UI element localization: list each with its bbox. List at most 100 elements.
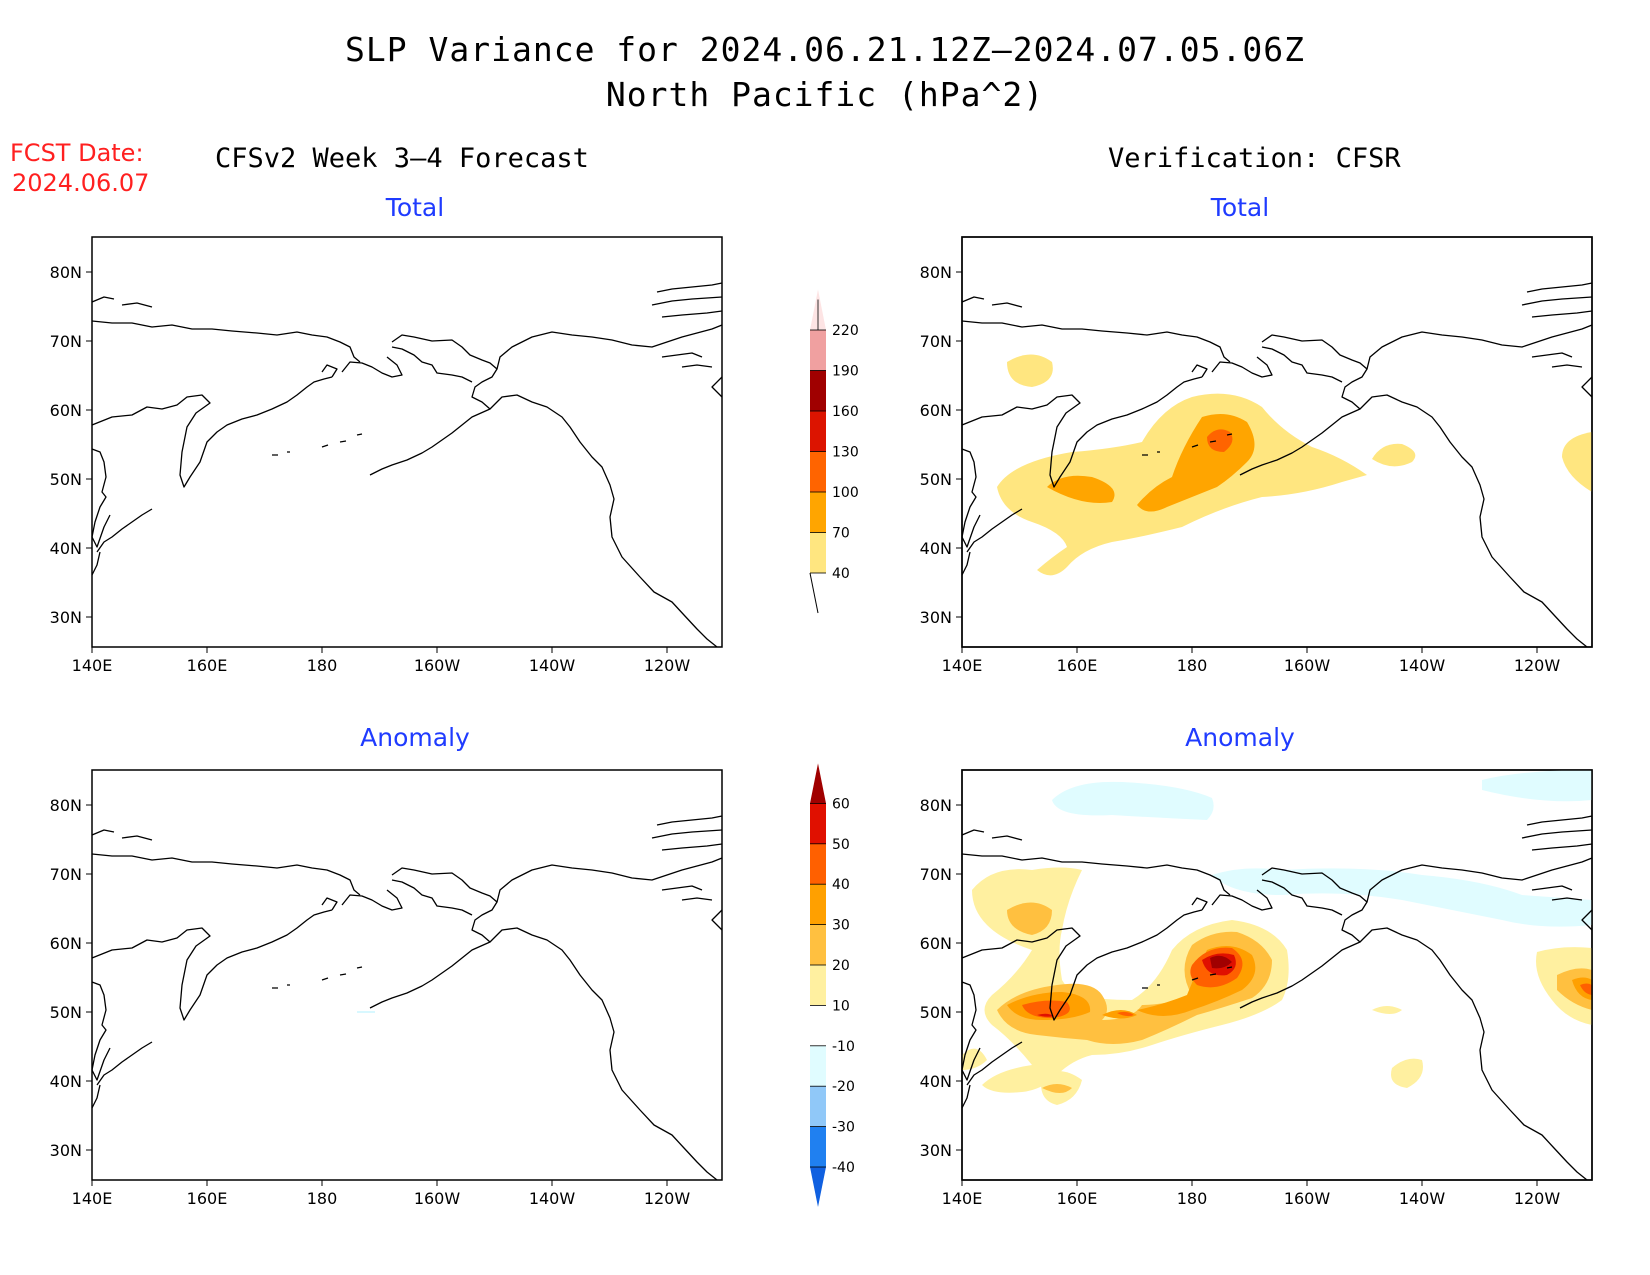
lat-tick-label: 70N xyxy=(50,865,82,884)
lon-tick-label: 140W xyxy=(1399,1189,1446,1208)
lon-tick-label: 160E xyxy=(187,656,228,675)
colorbar-segment xyxy=(810,1005,826,1046)
colorbar-segment xyxy=(810,924,826,965)
colorbar-segment xyxy=(810,1086,826,1127)
lon-tick-label: 160E xyxy=(187,1189,228,1208)
lon-tick-label: 140E xyxy=(942,1189,983,1208)
colorbar-segment xyxy=(810,884,826,925)
lat-tick-label: 80N xyxy=(50,796,82,815)
lat-tick-label: 60N xyxy=(920,934,952,953)
lat-tick-label: 50N xyxy=(50,1003,82,1022)
lon-tick-label: 140W xyxy=(1399,656,1446,675)
fcst-date-label: FCST Date: xyxy=(10,139,144,167)
lon-tick-label: 120W xyxy=(1514,1189,1561,1208)
colorbar-segment xyxy=(810,370,826,411)
map-panel-top-left xyxy=(91,236,723,648)
lat-tick-label: 40N xyxy=(920,1072,952,1091)
colorbar-label: 40 xyxy=(832,566,850,582)
colorbar-label: 20 xyxy=(832,958,850,974)
lat-tick-label: 40N xyxy=(920,539,952,558)
lon-tick-label: 140E xyxy=(72,1189,113,1208)
colorbar-label: 190 xyxy=(832,364,859,380)
colorbar-label: 70 xyxy=(832,526,850,542)
lat-tick-label: 40N xyxy=(50,539,82,558)
main-title-line2: North Pacific (hPa^2) xyxy=(605,75,1045,114)
colorbar-segment xyxy=(810,1167,826,1207)
panel-title-top-right: Total xyxy=(1210,193,1270,222)
lon-tick-label: 140W xyxy=(529,1189,576,1208)
lat-tick-label: 70N xyxy=(920,332,952,351)
panel-title-bottom-right: Anomaly xyxy=(1185,723,1295,752)
colorbar-label: -40 xyxy=(832,1160,855,1176)
panel-title-top-left: Total xyxy=(385,193,445,222)
colorbar-label: 40 xyxy=(832,877,850,893)
colorbar-segment xyxy=(810,1045,826,1087)
lon-tick-label: 140W xyxy=(529,656,576,675)
colorbar-anomaly: -40 -30 -20 -10 10 20 30 40 50 60 xyxy=(810,763,855,1207)
colorbar-label: -10 xyxy=(832,1039,855,1055)
colorbar-label: 220 xyxy=(832,323,859,339)
lat-tick-label: 80N xyxy=(920,796,952,815)
colorbar-segment xyxy=(810,532,826,573)
lat-tick-label: 30N xyxy=(920,1141,952,1160)
colorbar-total: 40 70 100 130 160 190 220 xyxy=(809,289,859,614)
lat-tick-label: 30N xyxy=(50,608,82,627)
colorbar-label: 60 xyxy=(832,796,850,812)
colorbar-label: 160 xyxy=(832,404,859,420)
lat-tick-label: 80N xyxy=(920,263,952,282)
lon-tick-label: 160W xyxy=(414,656,461,675)
lat-tick-label: 60N xyxy=(920,401,952,420)
lat-tick-label: 50N xyxy=(50,470,82,489)
map-panel-bottom-right xyxy=(961,769,1593,1181)
colorbar-label: -30 xyxy=(832,1120,855,1136)
lon-tick-label: 160E xyxy=(1057,656,1098,675)
right-column-title: Verification: CFSR xyxy=(1108,143,1401,174)
lat-tick-label: 70N xyxy=(920,865,952,884)
lon-tick-label: 160W xyxy=(1284,1189,1331,1208)
colorbar-segment xyxy=(810,843,826,885)
map-panel-bottom-left xyxy=(91,769,723,1181)
lon-tick-label: 180 xyxy=(1177,1189,1208,1208)
colorbar-label: -20 xyxy=(832,1079,855,1095)
colorbar-segment xyxy=(810,411,826,452)
lon-tick-label: 160W xyxy=(1284,656,1331,675)
colorbar-segment xyxy=(810,451,826,492)
lon-tick-label: 160E xyxy=(1057,1189,1098,1208)
lat-tick-label: 50N xyxy=(920,470,952,489)
lat-tick-label: 40N xyxy=(50,1072,82,1091)
map-panel-top-right xyxy=(961,236,1593,648)
lon-tick-label: 120W xyxy=(1514,656,1561,675)
colorbar-segment xyxy=(810,330,826,371)
colorbar-segment xyxy=(810,803,826,844)
lon-tick-label: 160W xyxy=(414,1189,461,1208)
lat-tick-label: 50N xyxy=(920,1003,952,1022)
lat-tick-label: 30N xyxy=(920,608,952,627)
colorbar-label: 50 xyxy=(832,837,850,853)
lon-tick-label: 180 xyxy=(1177,656,1208,675)
lon-tick-label: 180 xyxy=(307,656,338,675)
colorbar-segment xyxy=(810,965,826,1006)
colorbar-label: 130 xyxy=(832,445,859,461)
colorbar-segment xyxy=(810,763,826,804)
lat-tick-label: 60N xyxy=(50,934,82,953)
lat-tick-label: 70N xyxy=(50,332,82,351)
anomaly-shading xyxy=(962,770,1592,1105)
left-column-title: CFSv2 Week 3–4 Forecast xyxy=(215,143,589,174)
lon-tick-label: 120W xyxy=(644,1189,691,1208)
lon-tick-label: 180 xyxy=(307,1189,338,1208)
lon-tick-label: 140E xyxy=(942,656,983,675)
colorbar-label: 100 xyxy=(832,485,859,501)
lat-tick-label: 30N xyxy=(50,1141,82,1160)
axis-labels: 80N 70N 60N 50N 40N 30N 140E 160E 180 160W 140W 120… xyxy=(50,263,1561,1208)
colorbar-segment xyxy=(810,1126,826,1167)
fcst-date-value: 2024.06.07 xyxy=(12,169,150,197)
colorbar-label: 10 xyxy=(832,998,850,1014)
colorbar-segment xyxy=(810,492,826,533)
main-title-line1: SLP Variance for 2024.06.21.12Z–2024.07.… xyxy=(345,30,1305,69)
lat-tick-label: 80N xyxy=(50,263,82,282)
variance-shading xyxy=(997,354,1592,576)
lat-tick-label: 60N xyxy=(50,401,82,420)
lon-tick-label: 140E xyxy=(72,656,113,675)
lon-tick-label: 120W xyxy=(644,656,691,675)
